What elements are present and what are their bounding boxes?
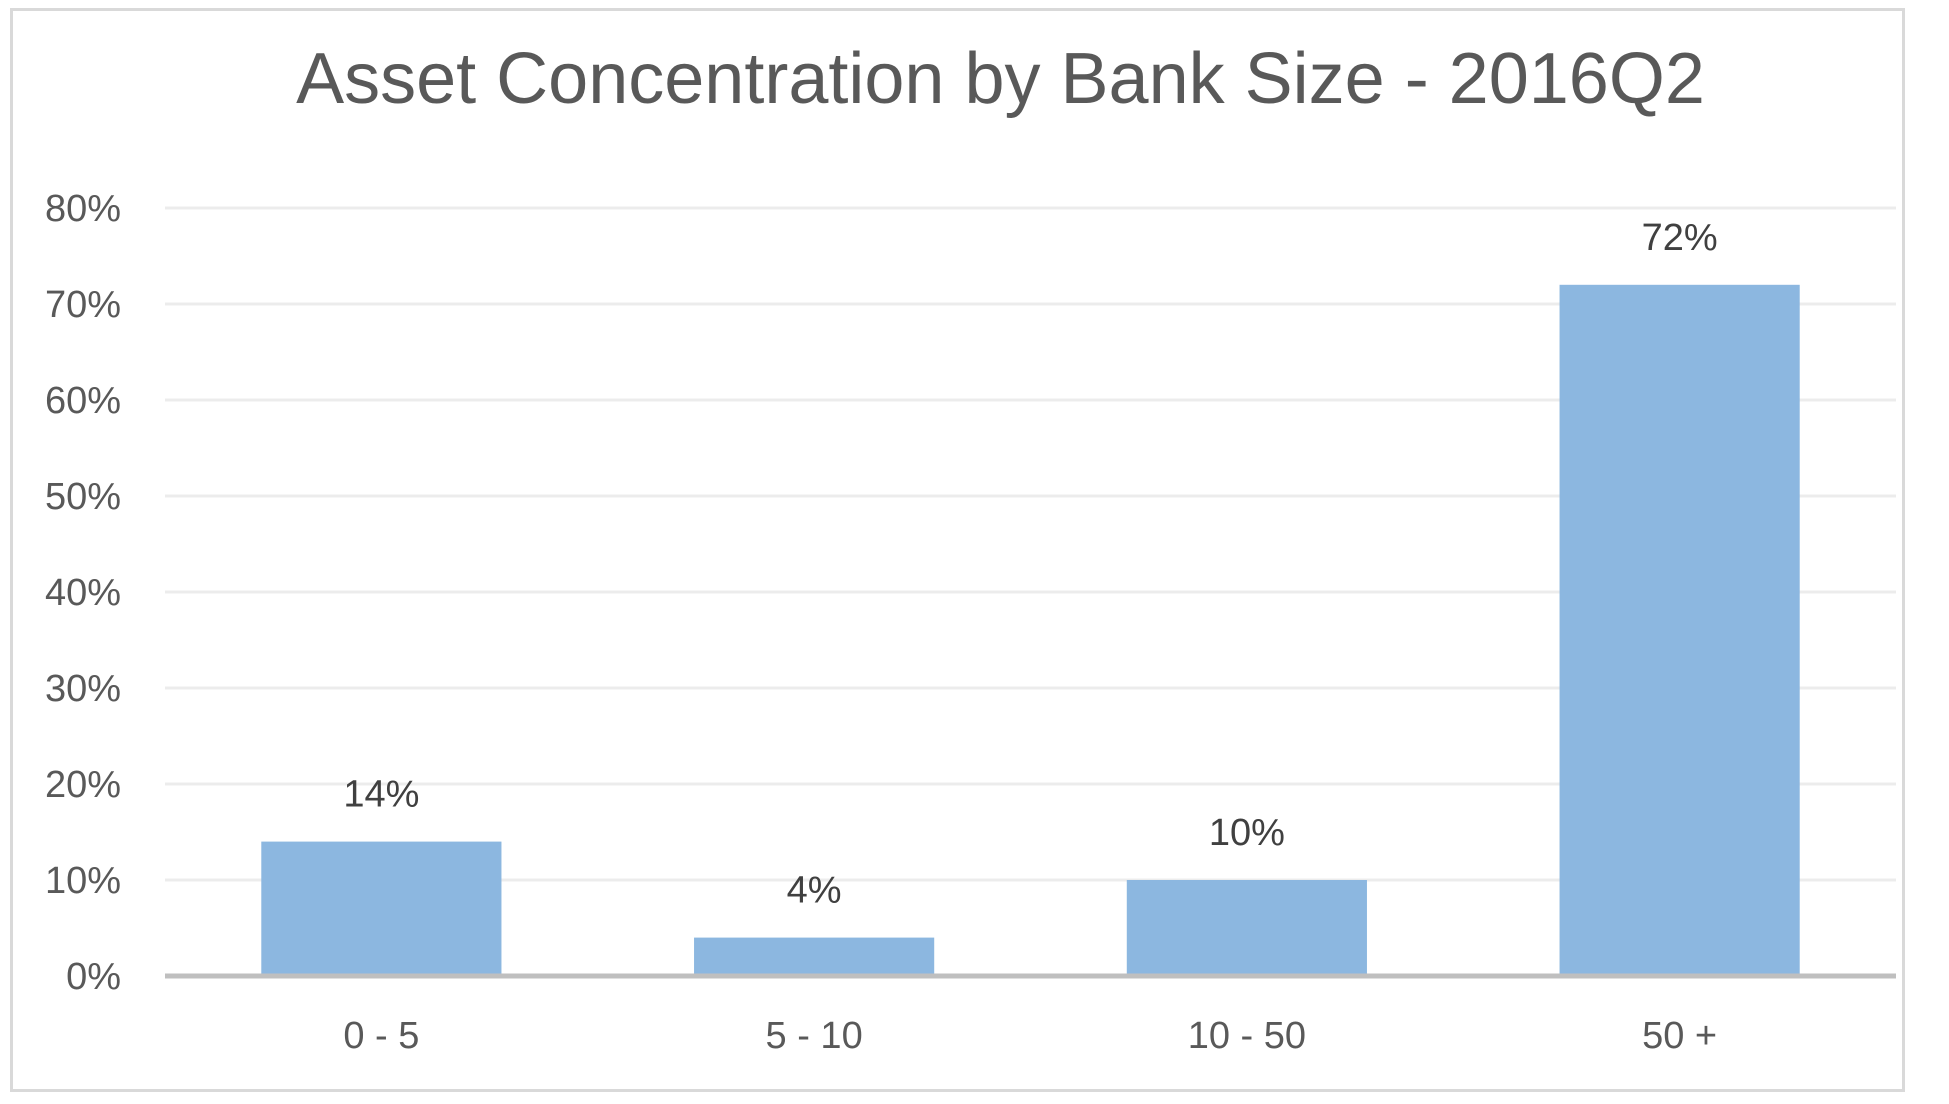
data-label: 14% [343,774,419,816]
bar-chart: Asset Concentration by Bank Size - 2016Q… [45,39,1896,1057]
x-axis-tick-labels: 0 - 5 5 - 10 10 - 50 50 + [343,1015,1717,1057]
gridlines [165,206,1896,882]
data-labels: 14% 4% 10% 72% [343,217,1717,912]
bar-2 [694,937,935,976]
y-tick-label: 20% [45,764,121,806]
y-tick-label: 0% [66,956,121,998]
x-tick-label: 10 - 50 [1188,1015,1306,1057]
y-tick-label: 50% [45,476,121,518]
y-tick-label: 30% [45,668,121,710]
x-tick-label: 5 - 10 [766,1015,863,1057]
bar-1 [261,841,502,976]
x-tick-label: 0 - 5 [343,1015,419,1057]
y-tick-label: 60% [45,380,121,422]
x-tick-label: 50 + [1642,1015,1717,1057]
chart-title: Asset Concentration by Bank Size - 2016Q… [296,39,1705,119]
bar-3 [1126,880,1367,976]
bars [261,284,1800,976]
y-tick-label: 80% [45,188,121,230]
data-label: 10% [1209,812,1285,854]
data-label: 4% [787,870,842,912]
chart-frame: Asset Concentration by Bank Size - 2016Q… [10,8,1905,1092]
data-label: 72% [1642,217,1718,259]
y-tick-label: 10% [45,860,121,902]
y-axis-tick-labels: 0% 10% 20% 30% 40% 50% 60% 70% 80% [45,188,121,998]
bar-4 [1559,284,1800,976]
y-tick-label: 70% [45,284,121,326]
y-tick-label: 40% [45,572,121,614]
